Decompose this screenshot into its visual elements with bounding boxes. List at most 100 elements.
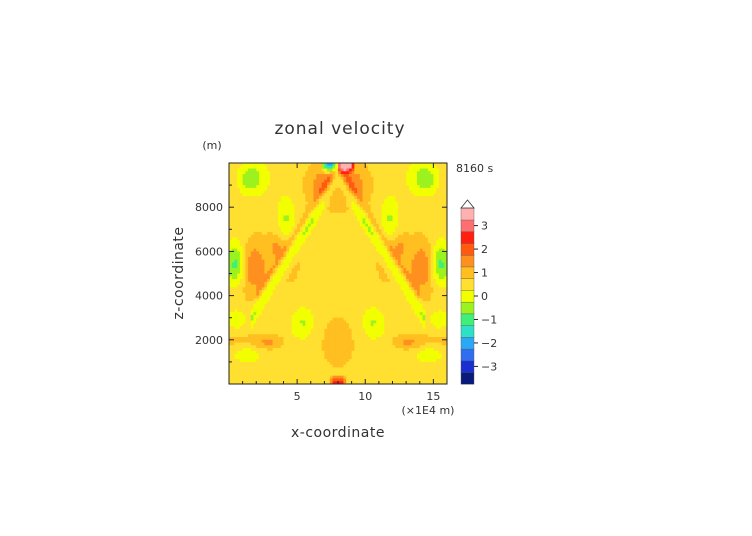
heatmap-cell — [438, 287, 442, 291]
heatmap-cell — [392, 284, 396, 288]
heatmap-cell — [427, 163, 432, 167]
heatmap-cell — [269, 254, 274, 258]
heatmap-cell — [444, 234, 447, 238]
heatmap-cell — [261, 234, 265, 238]
heatmap-cell — [318, 281, 323, 285]
heatmap-cell — [272, 331, 276, 335]
heatmap-cell — [248, 325, 252, 330]
heatmap-cell — [324, 223, 328, 227]
heatmap-cell — [411, 190, 415, 194]
heatmap-cell — [239, 232, 244, 236]
heatmap-cell — [302, 320, 306, 324]
heatmap-cell — [433, 301, 437, 305]
heatmap-cell — [310, 298, 314, 302]
heatmap-cell — [436, 165, 440, 169]
heatmap-cell — [335, 295, 339, 299]
heatmap-cell — [335, 240, 339, 244]
heatmap-cell — [444, 328, 447, 332]
heatmap-cell — [234, 265, 238, 269]
heatmap-cell — [258, 165, 263, 169]
heatmap-cell — [444, 212, 447, 216]
heatmap-cell — [417, 306, 421, 310]
heatmap-cell — [327, 196, 331, 200]
heatmap-cell — [359, 256, 363, 261]
heatmap-cell — [229, 317, 233, 321]
heatmap-cell — [392, 190, 396, 194]
heatmap-cell — [278, 209, 282, 214]
heatmap-cell — [250, 298, 254, 302]
heatmap-cell — [392, 179, 396, 183]
heatmap-cell — [324, 193, 328, 197]
heatmap-cell — [370, 196, 374, 200]
heatmap-cell — [357, 232, 361, 236]
heatmap-cell — [242, 165, 246, 169]
heatmap-cell — [397, 295, 402, 299]
heatmap-cell — [305, 190, 309, 194]
heatmap-cell — [376, 265, 380, 269]
heatmap-cell — [288, 193, 293, 197]
heatmap-cell — [417, 168, 421, 172]
heatmap-cell — [321, 171, 325, 175]
heatmap-cell — [348, 323, 353, 327]
heatmap-cell — [403, 234, 407, 238]
heatmap-cell — [299, 279, 303, 283]
heatmap-cell — [376, 273, 380, 277]
heatmap-cell — [324, 309, 328, 313]
heatmap-cell — [378, 331, 383, 335]
heatmap-cell — [250, 317, 254, 321]
heatmap-cell — [362, 240, 366, 244]
heatmap-cell — [338, 273, 342, 277]
heatmap-cell — [248, 259, 252, 263]
heatmap-cell — [329, 193, 333, 197]
heatmap-cell — [381, 201, 385, 205]
heatmap-cell — [275, 209, 279, 214]
heatmap-cell — [291, 251, 295, 255]
heatmap-cell — [297, 309, 301, 313]
heatmap-cell — [414, 196, 418, 200]
heatmap-cell — [253, 187, 257, 192]
heatmap-cell — [359, 320, 363, 324]
heatmap-cell — [310, 279, 314, 283]
heatmap-cell — [286, 209, 290, 214]
heatmap-cell — [365, 168, 369, 172]
heatmap-cell — [389, 254, 393, 258]
heatmap-cell — [403, 312, 407, 316]
heatmap-cell — [406, 254, 410, 258]
heatmap-cell — [327, 267, 331, 272]
heatmap-cell — [242, 201, 246, 205]
heatmap-cell — [302, 185, 306, 189]
heatmap-cell — [267, 290, 271, 294]
heatmap-cell — [253, 325, 257, 330]
heatmap-cell — [253, 207, 257, 211]
heatmap-cell — [346, 331, 350, 335]
heatmap-cell — [297, 270, 301, 274]
heatmap-cell — [357, 314, 361, 319]
heatmap-cell — [308, 248, 312, 252]
heatmap-cell — [397, 165, 402, 169]
heatmap-cell — [264, 295, 268, 299]
heatmap-cell — [406, 279, 410, 283]
heatmap-cell — [294, 256, 298, 261]
heatmap-cell — [245, 309, 249, 313]
heatmap-cell — [389, 248, 393, 252]
heatmap-cell — [430, 240, 434, 244]
heatmap-cell — [302, 265, 306, 269]
heatmap-cell — [313, 284, 317, 288]
heatmap-cell — [346, 223, 350, 227]
heatmap-cell — [269, 331, 274, 335]
heatmap-cell — [267, 163, 271, 167]
heatmap-cell — [348, 248, 353, 252]
heatmap-cell — [400, 309, 404, 313]
heatmap-cell — [318, 221, 323, 225]
heatmap-cell — [318, 196, 323, 200]
heatmap-cell — [286, 163, 290, 167]
heatmap-cell — [400, 176, 404, 180]
heatmap-cell — [400, 240, 404, 244]
heatmap-cell — [427, 259, 432, 263]
heatmap-cell — [411, 312, 415, 316]
heatmap-cell — [313, 226, 317, 230]
heatmap-cell — [406, 226, 410, 230]
heatmap-cell — [338, 237, 342, 241]
heatmap-cell — [444, 290, 447, 294]
heatmap-cell — [258, 174, 263, 178]
